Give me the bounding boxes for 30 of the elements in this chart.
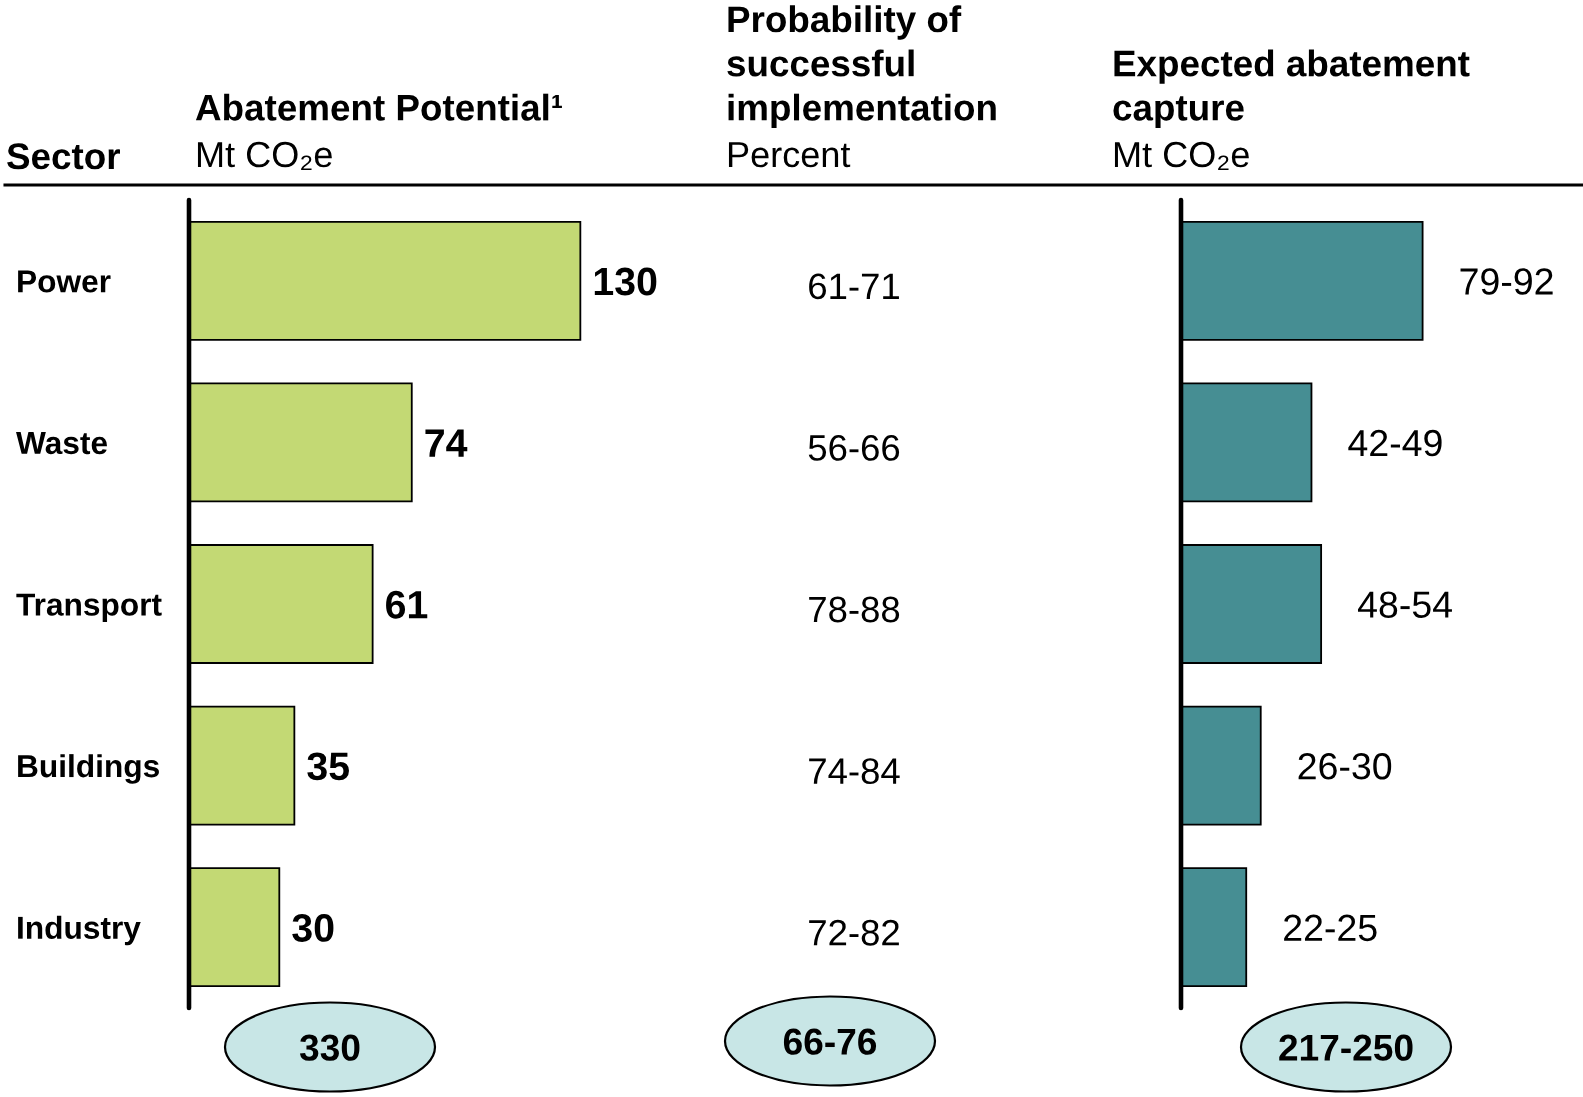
data-label: 30	[292, 914, 334, 942]
data-label: 74	[425, 429, 468, 457]
chart-subtitle: Mt CO₂e	[197, 141, 332, 171]
annotation: 26-30	[1298, 753, 1392, 780]
text: 217-250	[1279, 1034, 1413, 1061]
data-label: 61	[386, 590, 428, 619]
annotation: 79-92	[1460, 268, 1553, 295]
y-tick-label: Industry	[18, 915, 141, 946]
chart-title: Expected abatement capture	[1113, 49, 1470, 128]
text: 61-71	[809, 273, 899, 300]
y-tick-label: Transport	[16, 593, 162, 623]
text: 78-88	[809, 596, 900, 623]
annotation: 48-54	[1357, 591, 1452, 618]
y-tick-label: Waste	[16, 432, 107, 455]
annotation: 22-25	[1284, 914, 1377, 942]
text: 330	[299, 1034, 360, 1061]
annotation: 42-49	[1348, 429, 1442, 457]
text: 66-76	[783, 1028, 877, 1055]
text: 74-84	[809, 758, 900, 785]
chart-title: Abatement Potential¹	[195, 93, 562, 121]
text: 56-66	[808, 434, 900, 461]
text: 72-82	[809, 919, 899, 946]
text: Percent	[728, 142, 851, 168]
y-tick-label: Buildings	[18, 754, 159, 784]
data-label: 35	[307, 752, 349, 781]
chart-subtitle: Mt CO₂e	[1114, 141, 1249, 171]
y-tick-label: Power	[18, 270, 111, 293]
y-axis-title: Sector	[7, 143, 120, 170]
data-label: 130	[594, 267, 657, 296]
text: Probability of successful implementation	[727, 5, 996, 128]
